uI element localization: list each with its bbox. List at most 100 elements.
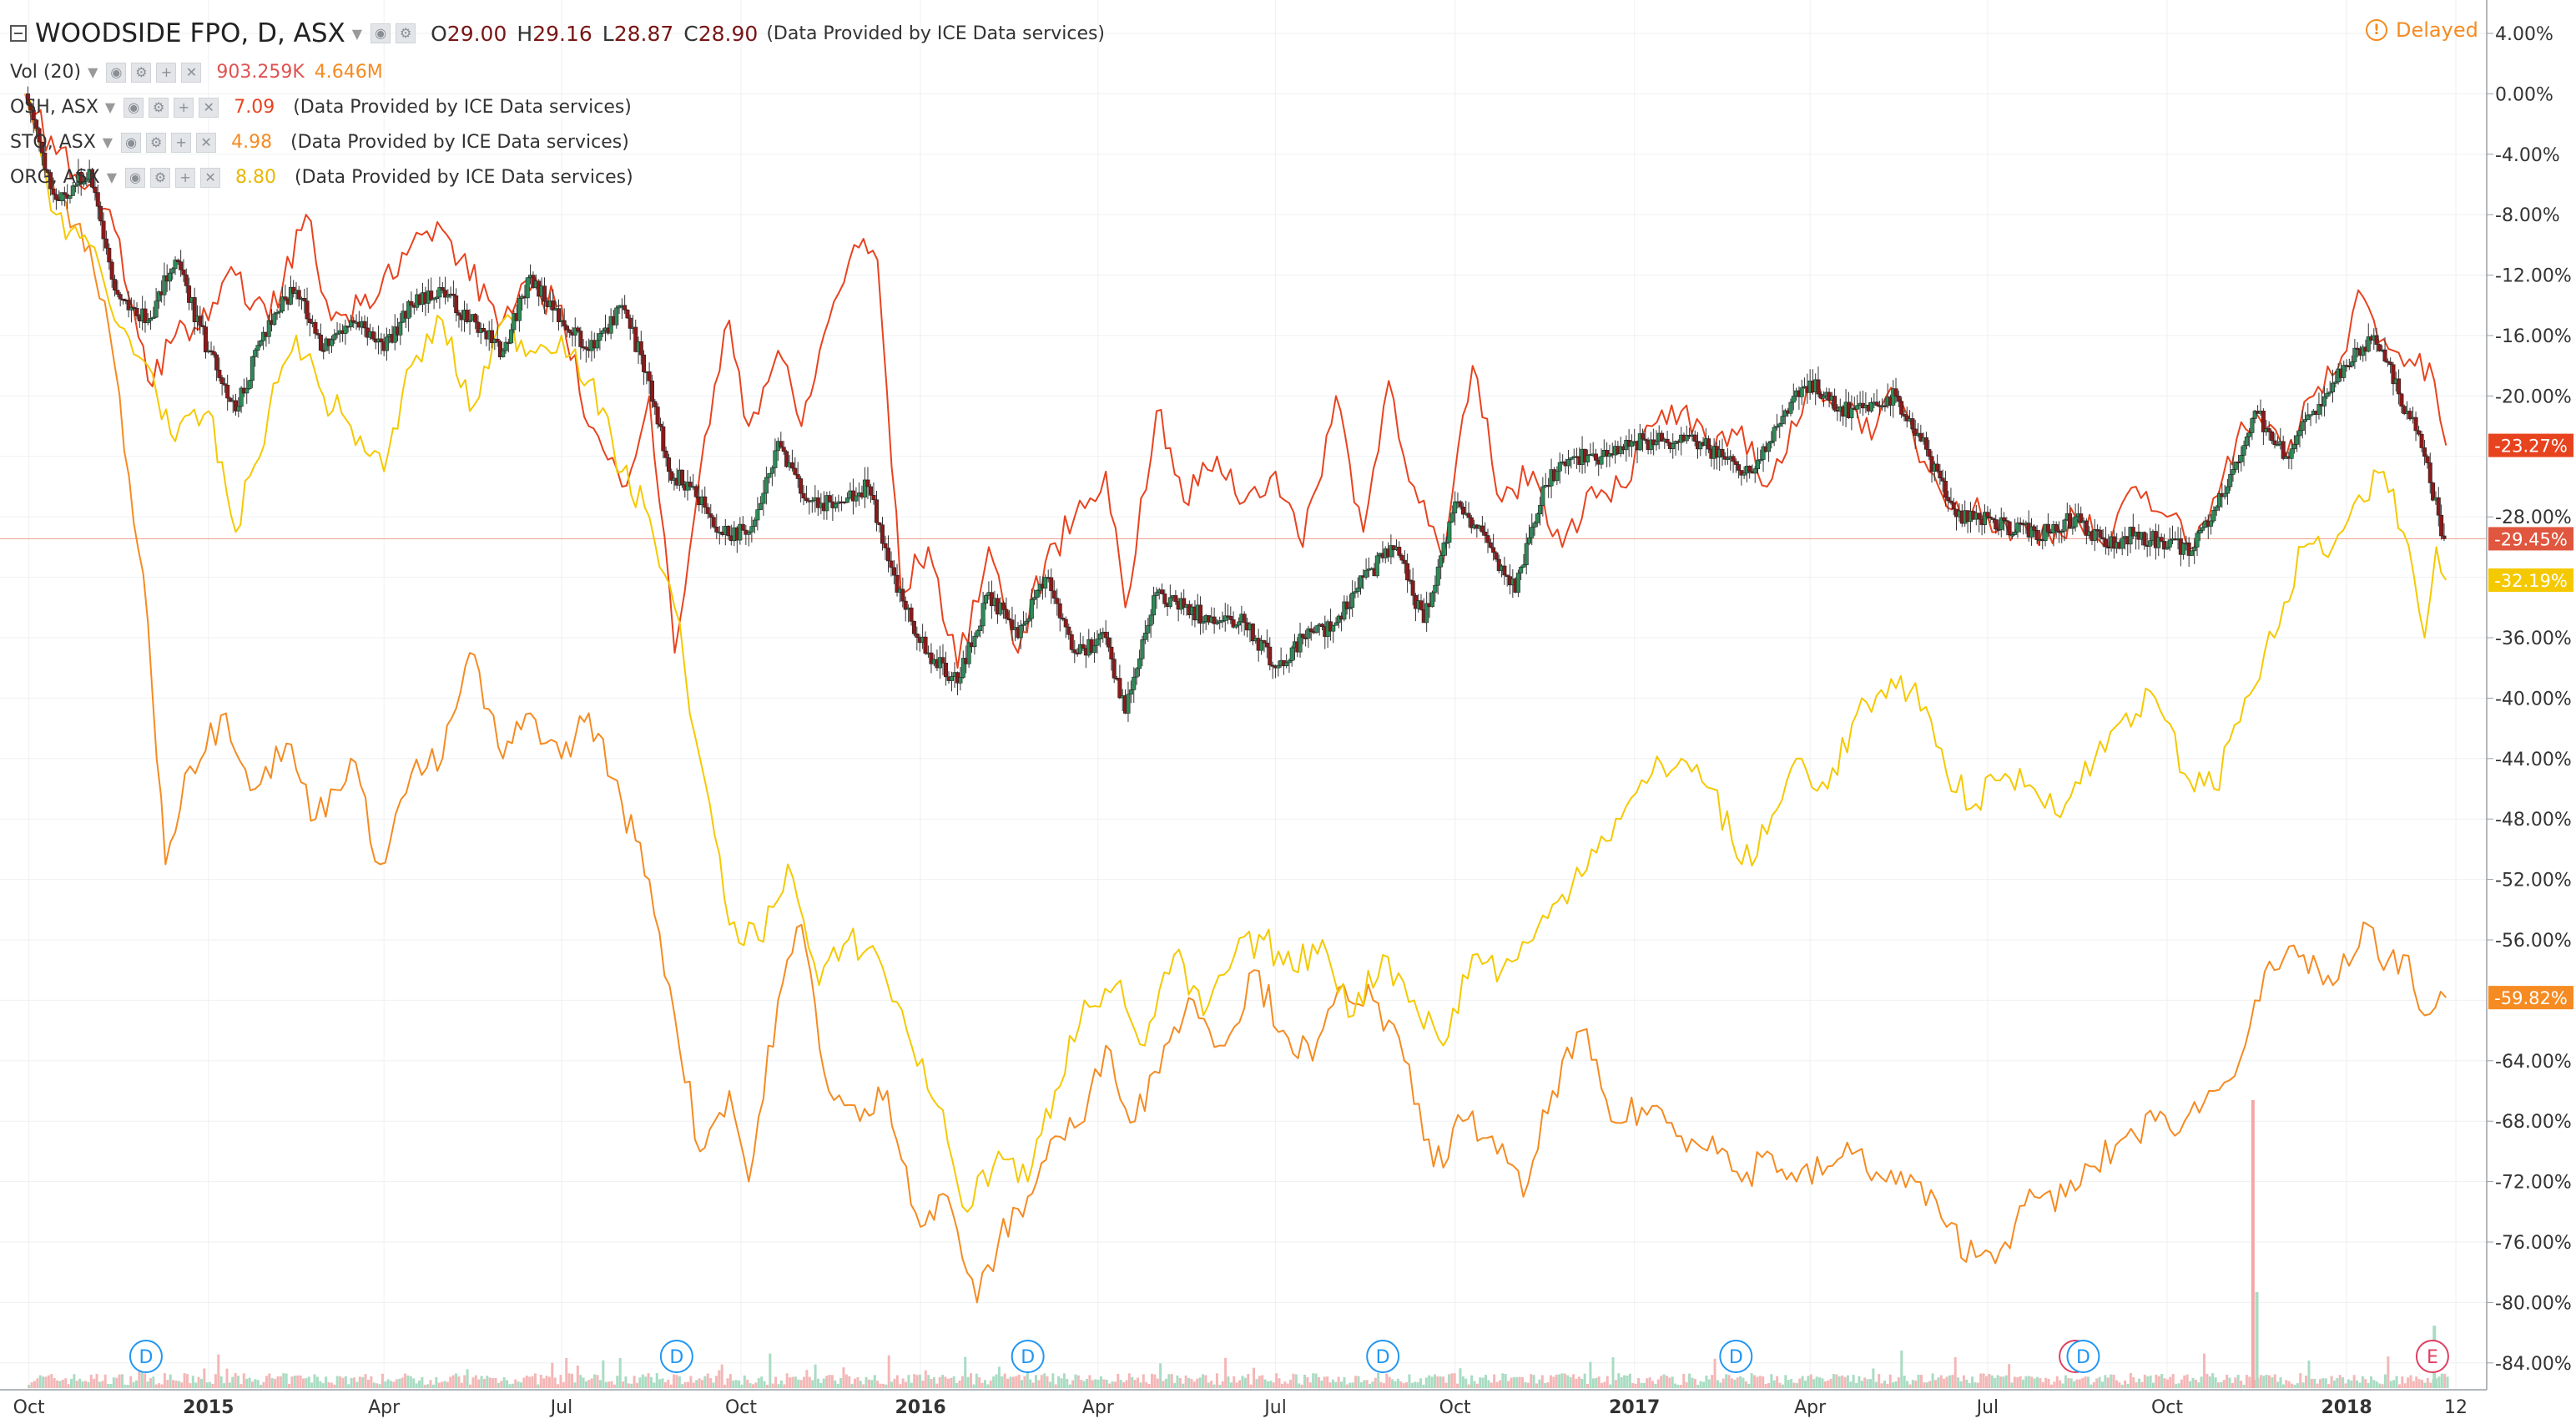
- volume-bar: [1317, 1376, 1320, 1388]
- gear-icon[interactable]: ⚙: [149, 97, 169, 118]
- x-tick-label: Jul: [1975, 1397, 1999, 1418]
- eye-icon[interactable]: ◉: [371, 23, 391, 43]
- eye-icon[interactable]: ◉: [125, 167, 146, 188]
- collapse-icon[interactable]: [10, 25, 27, 42]
- volume-bar: [1860, 1381, 1863, 1388]
- plus-icon[interactable]: +: [171, 132, 192, 153]
- candle-body: [473, 314, 478, 323]
- compare-name[interactable]: ORG, ASX: [10, 167, 100, 188]
- candle-body: [844, 497, 849, 503]
- high-label: H: [517, 21, 533, 46]
- candle-body: [1483, 531, 1488, 536]
- volume-bar: [1490, 1382, 1493, 1388]
- candle-body: [1985, 512, 1990, 518]
- x-tick-label: Jul: [1263, 1397, 1287, 1418]
- candle-body: [2165, 547, 2170, 550]
- plus-icon[interactable]: +: [156, 62, 177, 83]
- volume-bar: [1688, 1373, 1691, 1388]
- volume-bar: [1351, 1382, 1354, 1388]
- volume-bar: [158, 1383, 161, 1388]
- volume-bar: [714, 1376, 718, 1388]
- volume-bar: [2387, 1356, 2390, 1388]
- volume-bar: [1190, 1379, 1193, 1388]
- volume-bar: [2110, 1374, 2113, 1388]
- candle-body: [1519, 567, 1524, 573]
- candle-body: [115, 290, 120, 295]
- volume-bar: [1572, 1374, 1575, 1388]
- plus-icon[interactable]: +: [174, 97, 194, 118]
- gear-icon[interactable]: ⚙: [146, 132, 167, 153]
- compare-name[interactable]: STO, ASX: [10, 132, 96, 153]
- chevron-down-icon[interactable]: ▼: [88, 64, 98, 80]
- candle-body: [1447, 522, 1452, 543]
- candle-body: [1569, 457, 1574, 460]
- volume-bar: [517, 1381, 520, 1388]
- candle-body: [2289, 448, 2294, 459]
- volume-bar: [1827, 1380, 1830, 1388]
- volume-bar: [401, 1377, 404, 1388]
- volume-bar: [205, 1382, 209, 1388]
- volume-bar: [1892, 1382, 1895, 1388]
- close-icon[interactable]: ✕: [200, 167, 221, 188]
- volume-bar: [551, 1362, 554, 1388]
- delayed-indicator[interactable]: ! Delayed: [2366, 18, 2478, 42]
- volume-bar: [2356, 1380, 2359, 1388]
- volume-bar: [1326, 1376, 1329, 1388]
- candle-body: [795, 474, 800, 479]
- volume-bar: [1676, 1384, 1680, 1388]
- volume-bar: [209, 1381, 212, 1388]
- volume-bar: [1906, 1381, 1909, 1388]
- candle-body: [435, 296, 440, 300]
- gear-icon[interactable]: ⚙: [396, 23, 416, 43]
- volume-bar: [42, 1376, 45, 1388]
- close-icon[interactable]: ✕: [199, 97, 219, 118]
- volume-study-name[interactable]: Vol (20): [10, 62, 82, 83]
- low-label: L: [602, 21, 614, 46]
- volume-bar: [2092, 1381, 2095, 1388]
- candle-body: [1758, 459, 1763, 462]
- volume-bar: [1125, 1380, 1128, 1388]
- candle-body: [1021, 624, 1026, 626]
- candle-body: [1078, 644, 1083, 654]
- compare-name[interactable]: OSH, ASX: [10, 97, 98, 118]
- close-icon[interactable]: ✕: [196, 132, 217, 153]
- volume-bar: [446, 1381, 449, 1388]
- volume-bar: [339, 1376, 342, 1388]
- candle-body: [225, 385, 230, 399]
- volume-bar: [1040, 1375, 1043, 1388]
- dividend-marker-label: D: [1376, 1347, 1390, 1368]
- close-icon[interactable]: ✕: [181, 62, 202, 83]
- volume-bar: [638, 1377, 642, 1388]
- chevron-down-icon[interactable]: ▼: [102, 134, 113, 150]
- gear-icon[interactable]: ⚙: [150, 167, 171, 188]
- volume-bar: [1606, 1376, 1609, 1388]
- eye-icon[interactable]: ◉: [121, 132, 142, 153]
- candle-body: [1095, 639, 1100, 646]
- plus-icon[interactable]: +: [175, 167, 196, 188]
- volume-bar: [1023, 1376, 1026, 1388]
- chevron-down-icon[interactable]: ▼: [106, 169, 118, 185]
- x-tick-label: Apr: [368, 1397, 401, 1418]
- candle-body: [1355, 588, 1360, 593]
- eye-icon[interactable]: ◉: [106, 62, 127, 83]
- candle-body: [214, 354, 219, 371]
- volume-bar: [2372, 1380, 2376, 1388]
- candle-body: [134, 308, 139, 316]
- candle-body: [1899, 401, 1904, 415]
- symbol-title[interactable]: WOODSIDE FPO, D, ASX: [35, 18, 345, 48]
- last-value-text: -32.19%: [2494, 571, 2568, 591]
- candle-body: [2100, 537, 2105, 540]
- gear-icon[interactable]: ⚙: [131, 62, 152, 83]
- chevron-down-icon[interactable]: ▼: [351, 25, 363, 42]
- volume-bar: [2200, 1376, 2203, 1388]
- volume-bar: [260, 1384, 263, 1388]
- eye-icon[interactable]: ◉: [124, 97, 144, 118]
- volume-bar: [2216, 1382, 2220, 1388]
- candle-body: [2029, 526, 2034, 538]
- candle-body: [1706, 438, 1711, 450]
- candle-body: [1637, 433, 1642, 451]
- volume-bar: [751, 1384, 754, 1388]
- chevron-down-icon[interactable]: ▼: [104, 99, 116, 115]
- candle-body: [1458, 501, 1463, 508]
